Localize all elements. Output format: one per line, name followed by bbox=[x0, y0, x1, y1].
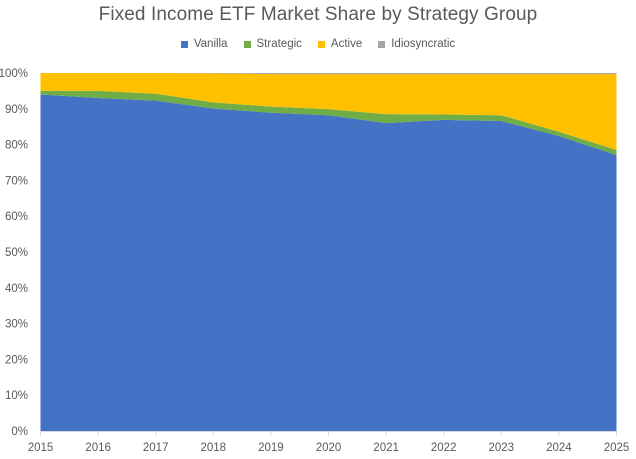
legend-label-active: Active bbox=[330, 38, 363, 50]
y-tick-label: 80% bbox=[5, 140, 28, 152]
y-tick-label: 30% bbox=[5, 319, 28, 331]
legend-swatch-vanilla bbox=[180, 40, 188, 48]
y-tick-label: 60% bbox=[5, 211, 28, 223]
y-tick-label: 20% bbox=[5, 354, 28, 366]
x-tick-label: 2018 bbox=[201, 442, 227, 454]
area-active bbox=[40, 73, 617, 150]
x-tick-label: 2023 bbox=[489, 442, 515, 454]
y-tick-label: 50% bbox=[5, 247, 28, 259]
x-tick-label: 2021 bbox=[373, 442, 399, 454]
legend-label-strategic: Strategic bbox=[256, 38, 302, 50]
y-tick-label: 90% bbox=[5, 104, 28, 116]
area-vanilla bbox=[40, 94, 617, 431]
legend-item-active: Active bbox=[317, 38, 363, 50]
axes: 2015 2016 2017 2018 2019 2020 2021 2022 2023 2024… bbox=[0, 68, 629, 454]
y-tick-label: 70% bbox=[5, 175, 28, 187]
y-tick-label: 100% bbox=[0, 68, 28, 80]
x-tick-label: 2024 bbox=[546, 442, 572, 454]
y-tick-label: 40% bbox=[5, 283, 28, 295]
area-idiosyncratic bbox=[40, 73, 617, 75]
legend-label-idiosyncratic: Idiosyncratic bbox=[391, 38, 456, 50]
x-tick-label: 2017 bbox=[143, 442, 169, 454]
chart-legend: Vanilla Strategic Active Idiosyncratic bbox=[0, 38, 636, 50]
legend-swatch-active bbox=[317, 40, 325, 48]
legend-swatch-strategic bbox=[243, 40, 251, 48]
y-tick-label: 0% bbox=[11, 426, 28, 438]
x-tick-label: 2022 bbox=[431, 442, 457, 454]
x-tick-label: 2020 bbox=[316, 442, 342, 454]
legend-label-vanilla: Vanilla bbox=[193, 38, 228, 50]
area-strategic bbox=[40, 90, 617, 155]
y-tick-label: 10% bbox=[5, 390, 28, 402]
legend-item-idiosyncratic: Idiosyncratic bbox=[378, 38, 455, 50]
x-tick-label: 2016 bbox=[85, 442, 111, 454]
x-tick-label: 2019 bbox=[258, 442, 284, 454]
x-tick-label: 2025 bbox=[604, 442, 630, 454]
chart-title: Fixed Income ETF Market Share by Strateg… bbox=[98, 4, 538, 25]
legend-item-vanilla: Vanilla bbox=[180, 38, 228, 50]
legend-swatch-idiosyncratic bbox=[378, 40, 386, 48]
stacked-areas bbox=[40, 73, 617, 431]
legend-item-strategic: Strategic bbox=[243, 38, 302, 50]
x-tick-label: 2015 bbox=[28, 442, 54, 454]
